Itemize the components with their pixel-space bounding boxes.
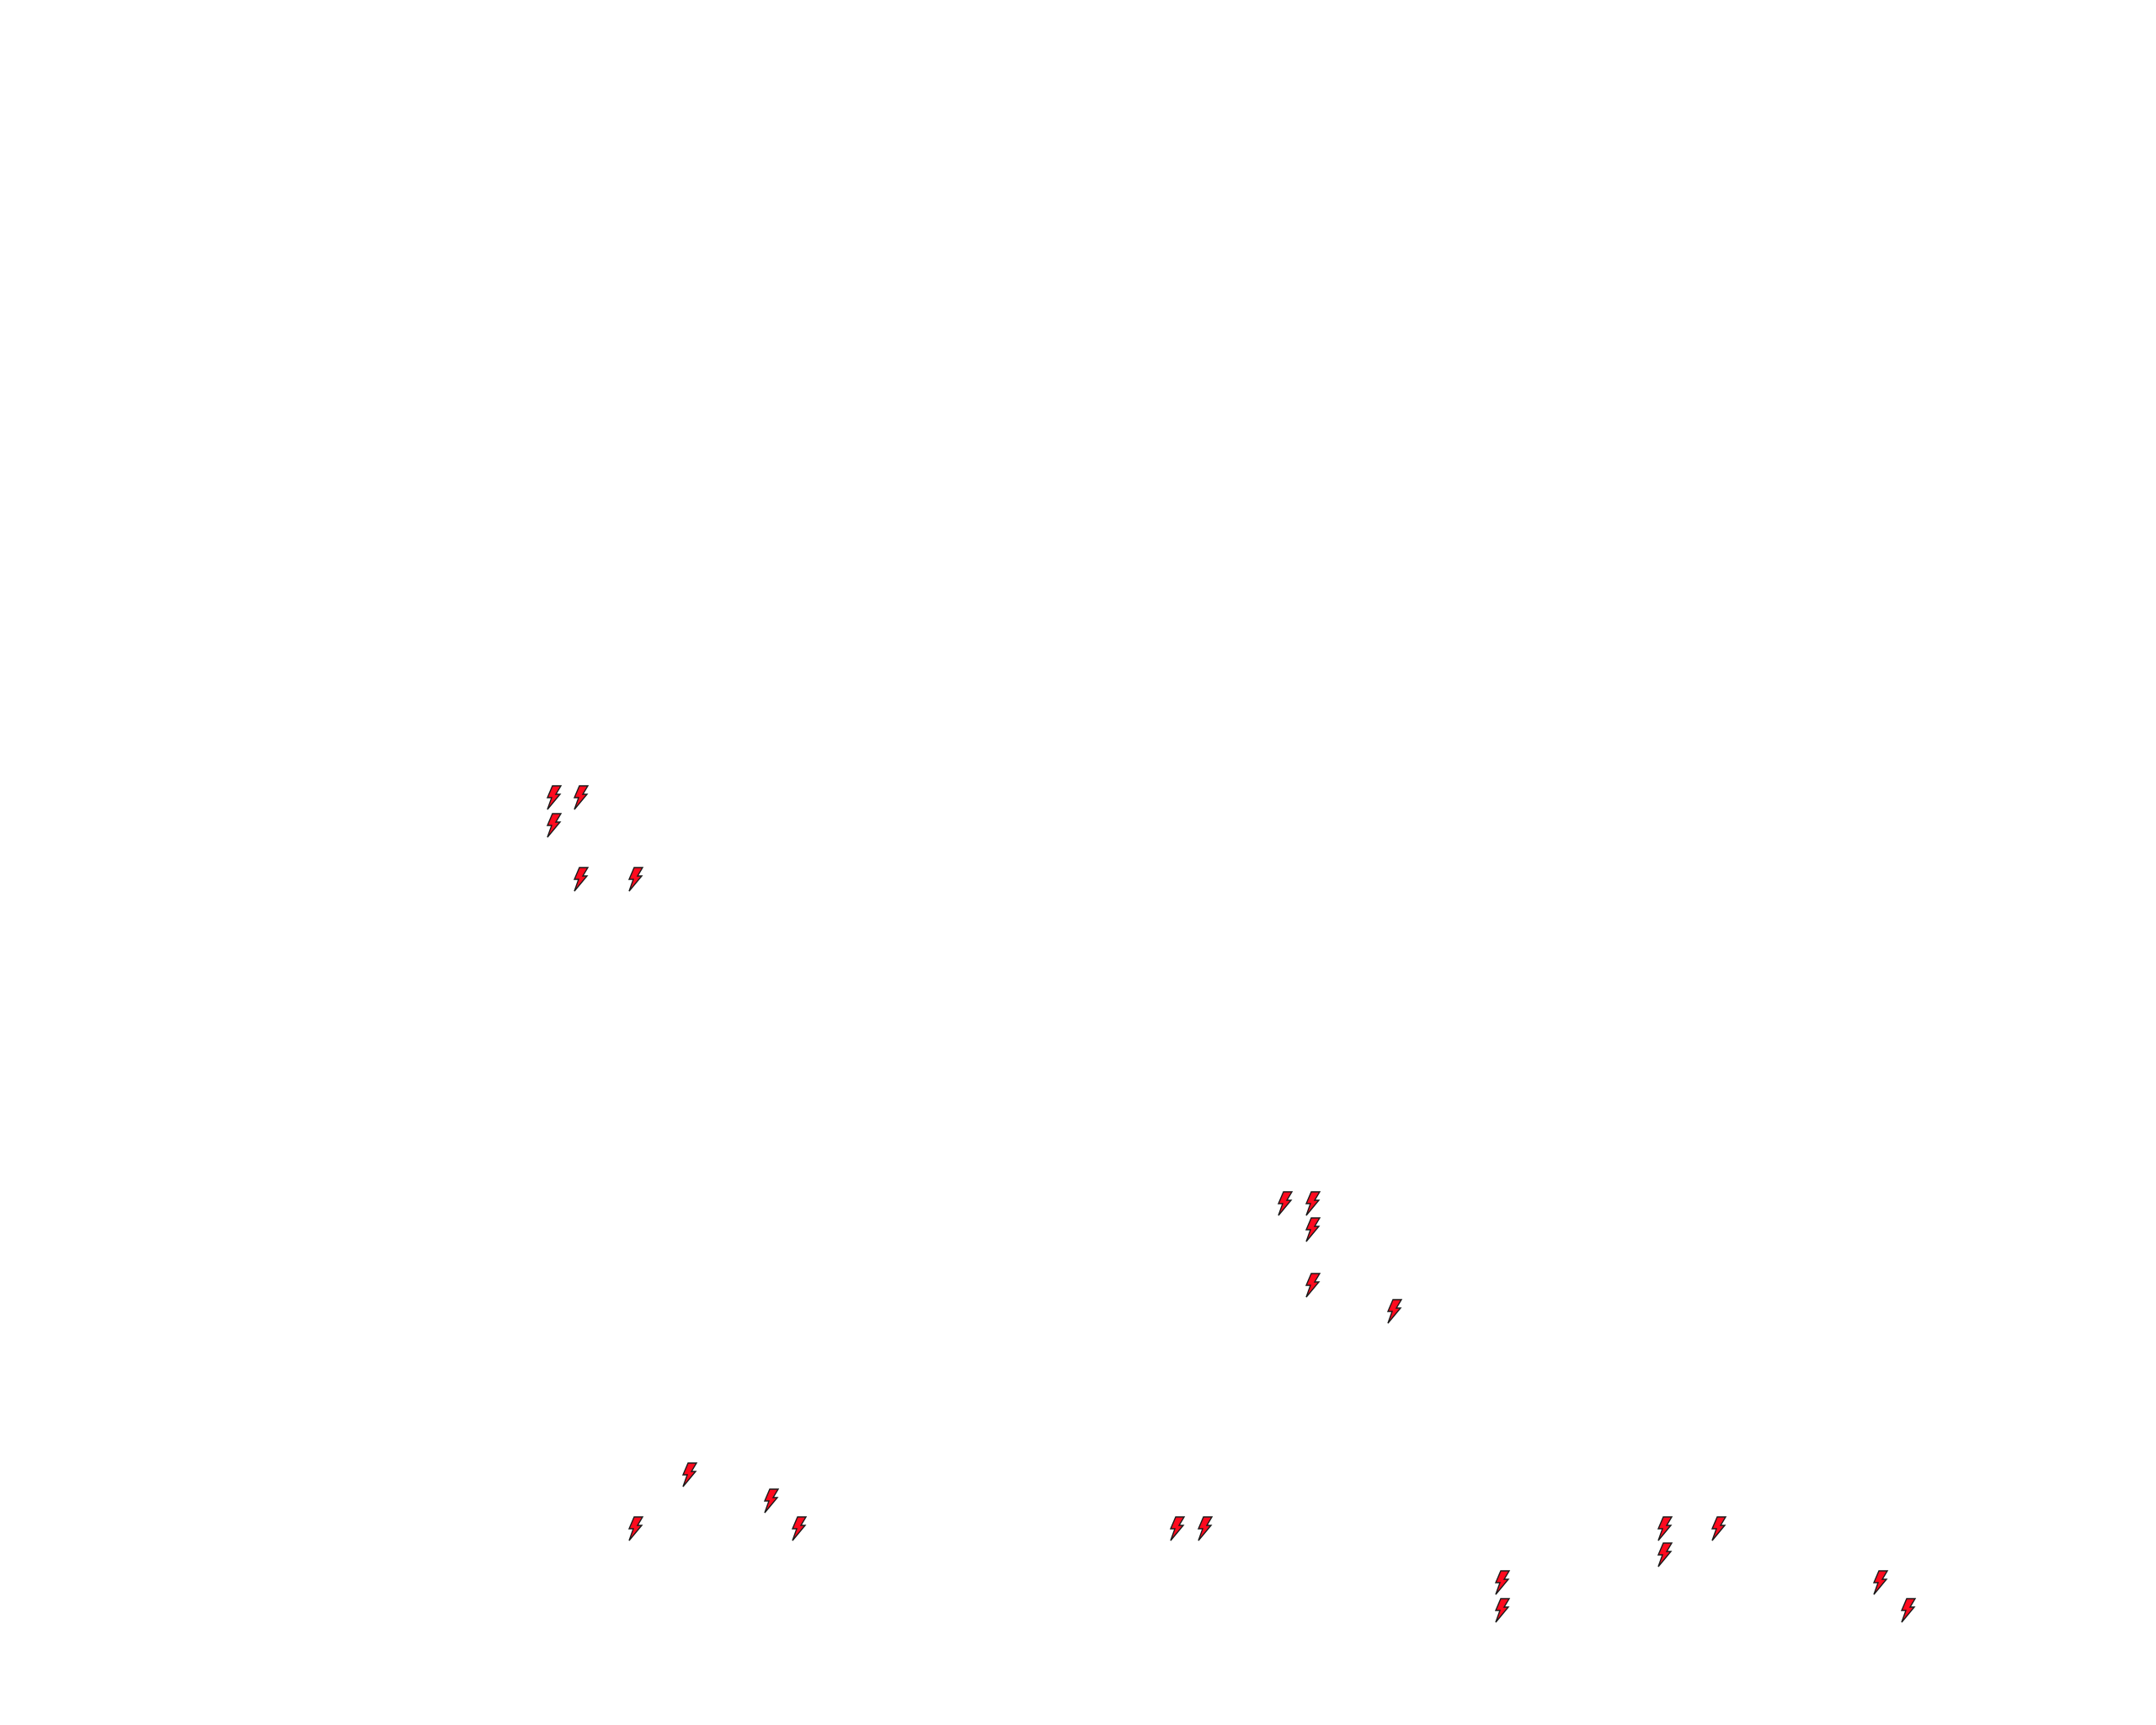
lightning-marker[interactable] [1872, 1570, 1889, 1595]
lightning-bolt-icon [1657, 1542, 1673, 1567]
lightning-bolt-icon [1872, 1570, 1889, 1595]
lightning-marker[interactable] [1710, 1516, 1727, 1541]
lightning-marker[interactable] [1305, 1273, 1321, 1298]
lightning-bolt-icon [1900, 1598, 1917, 1623]
lightning-marker[interactable] [546, 813, 563, 838]
lightning-bolt-icon [681, 1462, 698, 1487]
lightning-bolt-icon [1305, 1273, 1321, 1298]
lightning-marker[interactable] [1494, 1570, 1511, 1595]
lightning-bolt-icon [791, 1516, 808, 1541]
lightning-marker[interactable] [573, 867, 590, 892]
lightning-marker[interactable] [1900, 1598, 1917, 1623]
lightning-bolt-icon [546, 785, 563, 810]
lightning-marker[interactable] [1657, 1542, 1673, 1567]
lightning-marker[interactable] [1197, 1516, 1214, 1541]
lightning-bolt-icon [763, 1488, 780, 1514]
lightning-marker[interactable] [627, 1516, 644, 1541]
lightning-bolt-icon [1305, 1217, 1321, 1242]
lightning-bolt-icon [1305, 1191, 1321, 1216]
lightning-marker[interactable] [1305, 1191, 1321, 1216]
lightning-marker[interactable] [763, 1488, 780, 1514]
lightning-bolt-icon [1657, 1516, 1673, 1541]
lightning-marker[interactable] [573, 785, 590, 810]
lightning-marker[interactable] [1169, 1516, 1186, 1541]
lightning-marker[interactable] [627, 867, 644, 892]
lightning-bolt-icon [1494, 1598, 1511, 1623]
lightning-bolt-icon [546, 813, 563, 838]
lightning-marker[interactable] [681, 1462, 698, 1487]
lightning-marker[interactable] [1386, 1299, 1403, 1324]
lightning-bolt-icon [1197, 1516, 1214, 1541]
lightning-bolt-icon [1710, 1516, 1727, 1541]
lightning-marker[interactable] [546, 785, 563, 810]
lightning-marker[interactable] [1494, 1598, 1511, 1623]
lightning-bolt-icon [573, 867, 590, 892]
lightning-bolt-icon [627, 1516, 644, 1541]
lightning-bolt-icon [1386, 1299, 1403, 1324]
lightning-bolt-icon [573, 785, 590, 810]
lightning-marker[interactable] [1277, 1191, 1294, 1216]
lightning-bolt-icon [1277, 1191, 1294, 1216]
lightning-marker[interactable] [791, 1516, 808, 1541]
lightning-marker[interactable] [1305, 1217, 1321, 1242]
lightning-bolt-icon [1494, 1570, 1511, 1595]
lightning-marker[interactable] [1657, 1516, 1673, 1541]
lightning-bolt-icon [1169, 1516, 1186, 1541]
lightning-bolt-icon [627, 867, 644, 892]
